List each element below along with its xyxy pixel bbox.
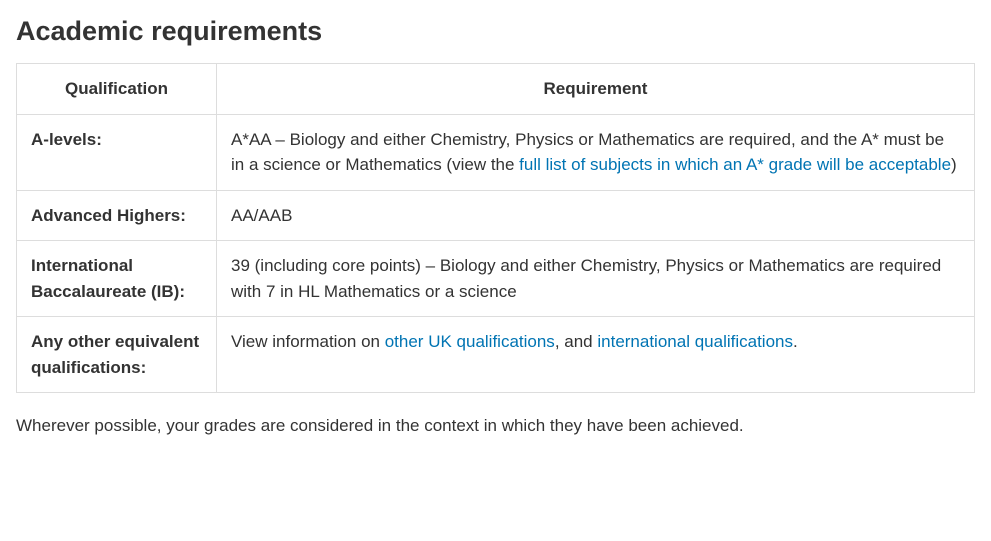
requirement-cell: View information on other UK qualificati…	[217, 317, 975, 393]
requirement-text-after: .	[793, 332, 798, 351]
requirement-cell: AA/AAB	[217, 190, 975, 241]
col-qualification: Qualification	[17, 64, 217, 115]
requirement-cell: 39 (including core points) – Biology and…	[217, 241, 975, 317]
uk-qualifications-link[interactable]: other UK qualifications	[385, 332, 555, 351]
requirement-text: View information on	[231, 332, 385, 351]
table-header-row: Qualification Requirement	[17, 64, 975, 115]
requirements-table: Qualification Requirement A-levels: A*AA…	[16, 63, 975, 393]
table-row: Advanced Highers: AA/AAB	[17, 190, 975, 241]
qualification-label: Advanced Highers:	[17, 190, 217, 241]
context-note: Wherever possible, your grades are consi…	[16, 413, 975, 439]
international-qualifications-link[interactable]: international qualifications	[597, 332, 793, 351]
astar-subjects-link[interactable]: full list of subjects in which an A* gra…	[519, 155, 951, 174]
table-row: A-levels: A*AA – Biology and either Chem…	[17, 114, 975, 190]
section-heading: Academic requirements	[16, 16, 975, 47]
requirement-text-after: )	[951, 155, 957, 174]
qualification-label: Any other equivalent qualifications:	[17, 317, 217, 393]
requirement-text-mid: , and	[555, 332, 598, 351]
col-requirement: Requirement	[217, 64, 975, 115]
table-row: International Baccalaureate (IB): 39 (in…	[17, 241, 975, 317]
qualification-label: A-levels:	[17, 114, 217, 190]
qualification-label: International Baccalaureate (IB):	[17, 241, 217, 317]
requirement-cell: A*AA – Biology and either Chemistry, Phy…	[217, 114, 975, 190]
table-row: Any other equivalent qualifications: Vie…	[17, 317, 975, 393]
